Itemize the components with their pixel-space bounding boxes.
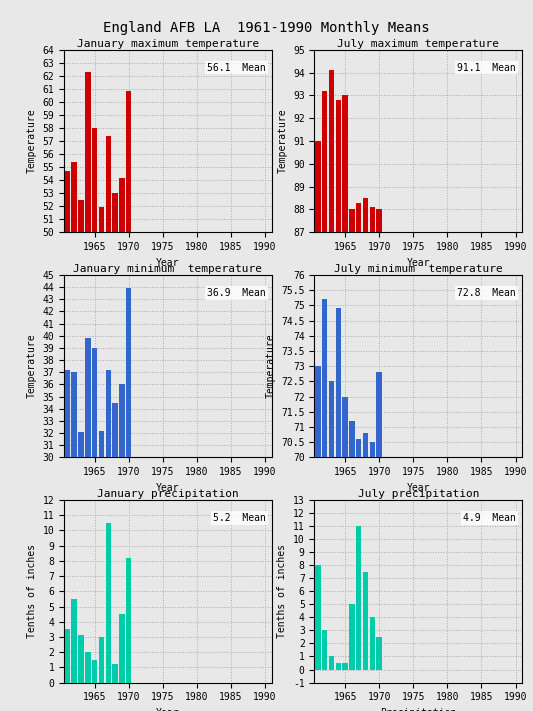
Bar — [85, 338, 91, 711]
Bar — [329, 656, 334, 670]
Bar — [370, 207, 375, 711]
Bar — [349, 604, 354, 670]
Bar — [322, 631, 327, 670]
Y-axis label: Tenths of inches: Tenths of inches — [278, 545, 287, 638]
Bar — [126, 92, 132, 711]
Bar — [342, 663, 348, 670]
Bar — [71, 599, 77, 683]
Text: 5.2  Mean: 5.2 Mean — [213, 513, 265, 523]
Bar — [106, 523, 111, 683]
Y-axis label: Temperature: Temperature — [27, 334, 37, 398]
Bar — [329, 381, 334, 711]
Bar — [119, 385, 125, 711]
Bar — [376, 637, 382, 670]
Bar — [112, 402, 118, 711]
Bar — [329, 70, 334, 711]
Bar — [322, 91, 327, 711]
X-axis label: Year: Year — [156, 257, 180, 267]
Bar — [336, 663, 341, 670]
Text: 91.1  Mean: 91.1 Mean — [457, 63, 516, 73]
Y-axis label: Temperature: Temperature — [27, 109, 37, 173]
Bar — [92, 128, 98, 711]
Bar — [85, 72, 91, 711]
X-axis label: Year: Year — [156, 708, 180, 711]
X-axis label: Precipitation: Precipitation — [380, 708, 457, 711]
Bar — [78, 200, 84, 711]
Bar — [119, 614, 125, 683]
Text: 72.8  Mean: 72.8 Mean — [457, 288, 516, 298]
X-axis label: Year: Year — [156, 483, 180, 493]
Bar — [336, 100, 341, 711]
Title: January precipitation: January precipitation — [97, 489, 239, 499]
Title: July maximum temperature: July maximum temperature — [337, 39, 499, 49]
Text: 36.9  Mean: 36.9 Mean — [207, 288, 265, 298]
Bar — [78, 432, 84, 711]
Bar — [92, 348, 98, 711]
Y-axis label: Temperature: Temperature — [265, 334, 276, 398]
Bar — [99, 431, 104, 711]
Bar — [342, 397, 348, 711]
Bar — [376, 210, 382, 711]
Bar — [92, 660, 98, 683]
Title: July minimum  temperature: July minimum temperature — [334, 264, 503, 274]
Bar — [356, 439, 361, 711]
Bar — [370, 442, 375, 711]
Y-axis label: Temperature: Temperature — [278, 109, 287, 173]
Bar — [64, 171, 70, 711]
Bar — [85, 652, 91, 683]
Bar — [376, 373, 382, 711]
Bar — [99, 637, 104, 683]
Bar — [126, 558, 132, 683]
Bar — [363, 433, 368, 711]
Bar — [322, 299, 327, 711]
Bar — [356, 526, 361, 670]
Text: England AFB LA  1961-1990 Monthly Means: England AFB LA 1961-1990 Monthly Means — [103, 21, 430, 36]
Bar — [363, 572, 368, 670]
Bar — [78, 636, 84, 683]
Title: January maximum temperature: January maximum temperature — [77, 39, 259, 49]
Bar — [370, 617, 375, 670]
Bar — [315, 141, 321, 711]
Bar — [112, 193, 118, 711]
Bar — [336, 309, 341, 711]
Y-axis label: Tenths of inches: Tenths of inches — [27, 545, 37, 638]
Text: 4.9  Mean: 4.9 Mean — [463, 513, 516, 523]
Bar — [119, 178, 125, 711]
Bar — [106, 136, 111, 711]
Bar — [349, 421, 354, 711]
Bar — [99, 208, 104, 711]
Bar — [64, 629, 70, 683]
Title: July precipitation: July precipitation — [358, 489, 479, 499]
Bar — [106, 370, 111, 711]
Bar — [356, 203, 361, 711]
Text: 56.1  Mean: 56.1 Mean — [207, 63, 265, 73]
Bar — [349, 210, 354, 711]
Bar — [315, 565, 321, 670]
Bar — [363, 198, 368, 711]
Bar — [64, 370, 70, 711]
Bar — [315, 366, 321, 711]
Title: January minimum  temperature: January minimum temperature — [74, 264, 262, 274]
Bar — [126, 288, 132, 711]
Bar — [71, 162, 77, 711]
Bar — [71, 373, 77, 711]
X-axis label: Year: Year — [407, 483, 430, 493]
Bar — [342, 95, 348, 711]
Bar — [112, 664, 118, 683]
X-axis label: Year: Year — [407, 257, 430, 267]
